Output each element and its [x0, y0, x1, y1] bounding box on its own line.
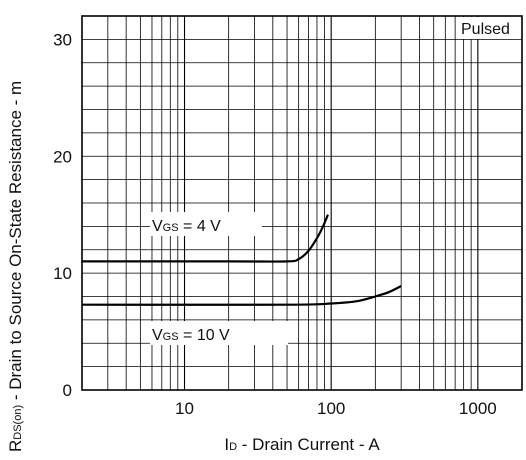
- y-tick-label: 30: [53, 30, 72, 49]
- x-tick-label: 100: [317, 399, 345, 418]
- series-line-vgs-4v: [82, 214, 329, 263]
- grid-lines: [82, 16, 522, 390]
- tick-labels: 10 100 1000 0 10 20 30: [53, 30, 497, 418]
- y-tick-label: 10: [53, 264, 72, 283]
- series-label-vgs-4v: VGS = 4 V: [152, 218, 221, 235]
- y-tick-label: 20: [53, 147, 72, 166]
- pulsed-note-bg: [459, 17, 521, 39]
- series-lines: [81, 214, 402, 306]
- pulsed-note: Pulsed: [461, 21, 510, 38]
- y-axis-title: RDS(on) - Drain to Source On-State Resis…: [6, 81, 25, 452]
- series-line-vgs-10v: [81, 285, 402, 306]
- plot-frame: [81, 15, 523, 391]
- x-axis-title: ID - Drain Current - A: [224, 435, 380, 454]
- x-tick-label: 1000: [459, 399, 497, 418]
- series-label-vgs-10v: VGS = 10 V: [152, 327, 230, 344]
- series-label-bg-vgs-4v: [150, 212, 262, 236]
- x-tick-label: 10: [175, 399, 194, 418]
- series-label-bg-vgs-10v: [150, 321, 288, 345]
- y-tick-label: 0: [63, 381, 72, 400]
